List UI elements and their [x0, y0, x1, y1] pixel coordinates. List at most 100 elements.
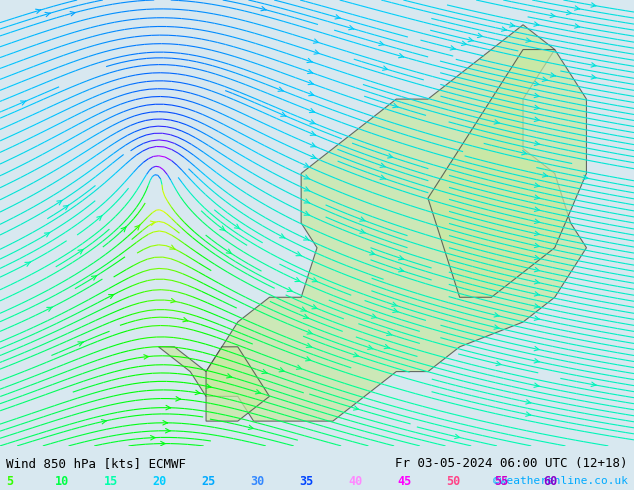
FancyArrowPatch shape — [297, 365, 302, 369]
FancyArrowPatch shape — [306, 343, 311, 347]
FancyArrowPatch shape — [591, 75, 596, 79]
Text: 60: 60 — [543, 475, 557, 488]
FancyArrowPatch shape — [135, 225, 140, 230]
FancyArrowPatch shape — [312, 278, 318, 282]
Text: ©weatheronline.co.uk: ©weatheronline.co.uk — [493, 476, 628, 486]
FancyArrowPatch shape — [310, 131, 316, 135]
FancyArrowPatch shape — [25, 262, 30, 266]
FancyArrowPatch shape — [309, 92, 314, 96]
FancyArrowPatch shape — [534, 195, 540, 199]
FancyArrowPatch shape — [313, 39, 319, 43]
FancyArrowPatch shape — [310, 120, 315, 124]
FancyArrowPatch shape — [542, 77, 547, 81]
FancyArrowPatch shape — [235, 224, 240, 229]
FancyArrowPatch shape — [370, 251, 375, 255]
FancyArrowPatch shape — [280, 234, 285, 238]
FancyArrowPatch shape — [534, 280, 540, 284]
FancyArrowPatch shape — [526, 400, 531, 404]
FancyArrowPatch shape — [183, 318, 188, 322]
FancyArrowPatch shape — [510, 23, 515, 27]
FancyArrowPatch shape — [144, 355, 148, 359]
FancyArrowPatch shape — [534, 183, 540, 187]
Text: 25: 25 — [202, 475, 216, 488]
Polygon shape — [206, 347, 269, 421]
FancyArrowPatch shape — [150, 221, 155, 225]
FancyArrowPatch shape — [295, 277, 301, 282]
FancyArrowPatch shape — [256, 390, 261, 394]
FancyArrowPatch shape — [195, 390, 200, 394]
FancyArrowPatch shape — [399, 268, 404, 272]
FancyArrowPatch shape — [526, 412, 531, 416]
FancyArrowPatch shape — [309, 108, 314, 113]
FancyArrowPatch shape — [591, 63, 596, 67]
Text: 55: 55 — [495, 475, 508, 488]
FancyArrowPatch shape — [462, 41, 467, 46]
FancyArrowPatch shape — [304, 187, 309, 191]
FancyArrowPatch shape — [63, 205, 68, 210]
FancyArrowPatch shape — [226, 374, 232, 378]
FancyArrowPatch shape — [91, 275, 97, 280]
Text: Wind 850 hPa [kts] ECMWF: Wind 850 hPa [kts] ECMWF — [6, 457, 186, 470]
FancyArrowPatch shape — [534, 117, 540, 122]
FancyArrowPatch shape — [307, 58, 312, 63]
FancyArrowPatch shape — [308, 80, 313, 85]
FancyArrowPatch shape — [494, 313, 499, 317]
Text: Fr 03-05-2024 06:00 UTC (12+18): Fr 03-05-2024 06:00 UTC (12+18) — [395, 457, 628, 470]
FancyArrowPatch shape — [36, 9, 41, 13]
FancyArrowPatch shape — [78, 249, 83, 254]
FancyArrowPatch shape — [303, 315, 309, 318]
FancyArrowPatch shape — [392, 308, 398, 313]
FancyArrowPatch shape — [314, 50, 319, 54]
FancyArrowPatch shape — [534, 304, 540, 308]
FancyArrowPatch shape — [287, 288, 292, 292]
FancyArrowPatch shape — [534, 93, 539, 98]
FancyArrowPatch shape — [574, 6, 579, 10]
FancyArrowPatch shape — [384, 344, 389, 349]
Text: 30: 30 — [250, 475, 264, 488]
FancyArrowPatch shape — [455, 434, 460, 439]
FancyArrowPatch shape — [574, 24, 579, 28]
FancyArrowPatch shape — [349, 25, 354, 30]
FancyArrowPatch shape — [304, 211, 309, 215]
FancyArrowPatch shape — [304, 175, 309, 179]
FancyArrowPatch shape — [226, 249, 231, 254]
FancyArrowPatch shape — [20, 101, 26, 105]
Text: 15: 15 — [104, 475, 118, 488]
FancyArrowPatch shape — [534, 22, 539, 26]
FancyArrowPatch shape — [220, 226, 225, 231]
FancyArrowPatch shape — [392, 103, 398, 108]
FancyArrowPatch shape — [399, 256, 404, 260]
FancyArrowPatch shape — [304, 236, 309, 240]
FancyArrowPatch shape — [380, 175, 385, 179]
FancyArrowPatch shape — [501, 27, 507, 31]
FancyArrowPatch shape — [591, 3, 596, 7]
FancyArrowPatch shape — [278, 87, 283, 91]
FancyArrowPatch shape — [378, 41, 384, 46]
FancyArrowPatch shape — [566, 10, 571, 15]
FancyArrowPatch shape — [160, 441, 165, 446]
FancyArrowPatch shape — [57, 200, 62, 205]
FancyArrowPatch shape — [368, 345, 373, 349]
Text: 10: 10 — [55, 475, 69, 488]
FancyArrowPatch shape — [108, 294, 114, 298]
FancyArrowPatch shape — [97, 216, 102, 220]
Text: 45: 45 — [397, 475, 411, 488]
FancyArrowPatch shape — [249, 425, 254, 430]
FancyArrowPatch shape — [101, 419, 107, 424]
FancyArrowPatch shape — [150, 436, 155, 440]
FancyArrowPatch shape — [526, 38, 531, 42]
FancyArrowPatch shape — [534, 243, 540, 247]
FancyArrowPatch shape — [176, 396, 181, 401]
FancyArrowPatch shape — [387, 331, 392, 336]
FancyArrowPatch shape — [359, 229, 365, 233]
FancyArrowPatch shape — [165, 428, 170, 433]
FancyArrowPatch shape — [543, 173, 548, 177]
FancyArrowPatch shape — [392, 302, 397, 306]
FancyArrowPatch shape — [496, 361, 501, 366]
FancyArrowPatch shape — [166, 405, 171, 410]
FancyArrowPatch shape — [335, 15, 340, 19]
FancyArrowPatch shape — [261, 6, 266, 11]
FancyArrowPatch shape — [44, 232, 49, 237]
FancyArrowPatch shape — [534, 346, 539, 351]
FancyArrowPatch shape — [534, 359, 539, 363]
